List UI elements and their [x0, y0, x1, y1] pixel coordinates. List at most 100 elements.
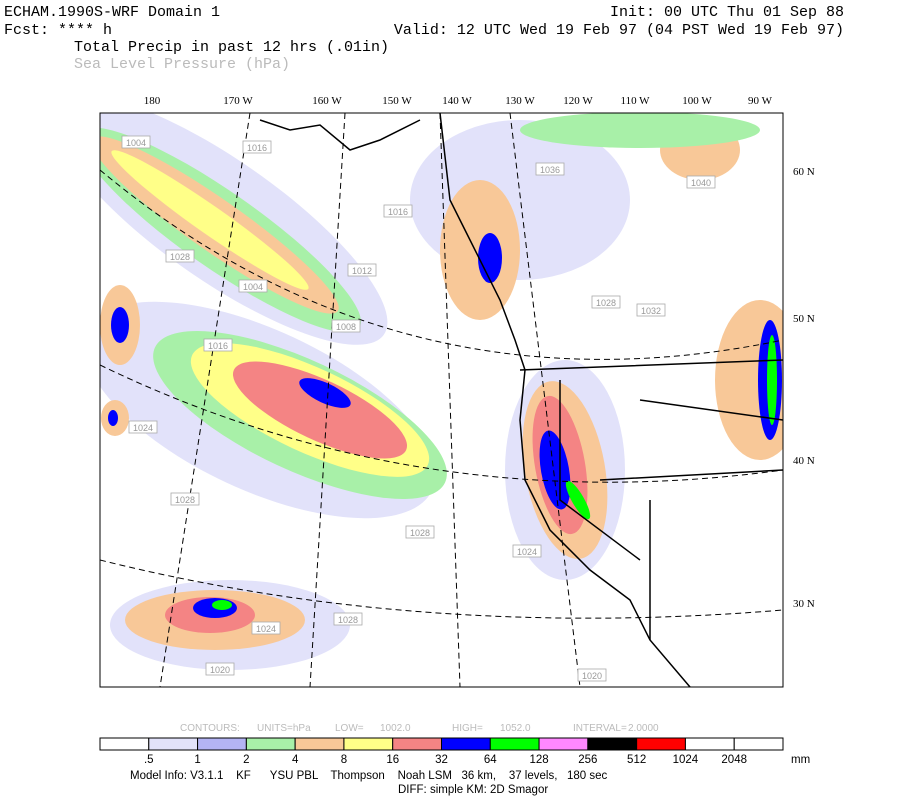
contour-labels: 1004 1016 1016 1012 1004 1008 1016 1028 1024 1028…: [121, 135, 716, 682]
colorbar-box: [636, 737, 686, 751]
precip-field: [100, 113, 783, 670]
contour-label: 1028: [338, 615, 358, 625]
colorbar-box: [294, 737, 345, 751]
contour-label-box: [331, 319, 361, 333]
colorbar-label: 16: [386, 754, 399, 766]
contour-label: 1012: [352, 266, 372, 276]
contour-label: 1024: [517, 547, 537, 557]
contour-label: 1028: [170, 252, 190, 262]
contour-label-box: [128, 420, 158, 434]
lat-label: 40 N: [793, 455, 815, 467]
contour-label-box: [203, 338, 233, 352]
contour-label: 1024: [133, 423, 153, 433]
colorbar-box: [392, 737, 443, 751]
contour-label: 1028: [410, 528, 430, 538]
colorbar-label: 1024: [673, 754, 699, 766]
contour-label: 1024: [256, 624, 276, 634]
contour-label-box: [205, 662, 235, 676]
lon-labels: 180 170 W 160 W 150 W 140 W 130 W 120 W 110 W 10…: [144, 95, 773, 107]
field-2: Sea Level Pressure (hPa): [74, 56, 290, 73]
contour-label: 1040: [691, 178, 711, 188]
contour-label-box: [242, 140, 272, 154]
contour-label: 1020: [582, 671, 602, 681]
contour-label-box: [347, 263, 377, 277]
contour-info: HIGH=: [452, 723, 483, 734]
contour-label: 1016: [208, 341, 228, 351]
lon-label: 90 W: [748, 95, 773, 107]
contour-label: 1016: [247, 143, 267, 153]
colorbar-box: [441, 737, 491, 751]
colorbar-label: 256: [578, 754, 597, 766]
colorbar-box: [684, 737, 735, 751]
contour-label-box: [383, 204, 413, 218]
lat-label: 60 N: [793, 166, 815, 178]
colorbar-label: 2: [243, 754, 249, 766]
contour-label-box: [238, 279, 268, 293]
contour-info: UNITS=hPa: [257, 723, 311, 734]
contour-label-box: [170, 492, 200, 506]
colorbar-box: [733, 737, 784, 751]
contour-label: 1028: [596, 298, 616, 308]
colorbar-label: .5: [144, 754, 154, 766]
lon-label: 140 W: [442, 95, 472, 107]
lon-label: 150 W: [382, 95, 412, 107]
colorbar-label: 128: [529, 754, 548, 766]
contour-label: 1028: [175, 495, 195, 505]
colorbar-box: [587, 737, 638, 751]
contour-label-box: [636, 303, 666, 317]
contour-info: 1002.0: [380, 723, 411, 734]
contour-label: 1008: [336, 322, 356, 332]
colorbar-box: [99, 737, 150, 751]
contour-label-box: [686, 175, 716, 189]
graticule: [100, 113, 783, 687]
lat-labels: 60 N 50 N 40 N 30 N: [793, 166, 815, 610]
contour-info: LOW=: [335, 723, 364, 734]
forecast-hour: Fcst: **** h: [4, 22, 112, 39]
valid-time: Valid: 12 UTC Wed 19 Feb 97 (04 PST Wed …: [394, 22, 844, 39]
title: ECHAM.1990S-WRF Domain 1: [4, 4, 220, 21]
colorbar-label: 2048: [721, 754, 747, 766]
lon-label: 160 W: [312, 95, 342, 107]
contour-info: INTERVAL=: [573, 723, 627, 734]
contour-label: 1036: [540, 165, 560, 175]
contour-label-box: [577, 668, 607, 682]
contour-label-box: [405, 525, 435, 539]
contour-info: CONTOURS:: [180, 723, 240, 734]
map-frame: [99, 112, 784, 688]
contour-label-box: [512, 544, 542, 558]
colorbar: CONTOURS: UNITS=hPa LOW= 1002.0 HIGH= 1052.0 I…: [99, 723, 810, 766]
lon-label: 100 W: [682, 95, 712, 107]
colorbar-box: [245, 737, 296, 751]
contour-label: 1004: [126, 138, 146, 148]
colorbar-box: [489, 737, 540, 751]
contour-label: 1004: [243, 282, 263, 292]
lon-label: 130 W: [505, 95, 535, 107]
contour-label-box: [165, 249, 195, 263]
colorbar-label: 64: [484, 754, 497, 766]
colorbar-label: 8: [341, 754, 347, 766]
footer-line-1: Model Info: V3.1.1 KF YSU PBL Thompson N…: [130, 770, 608, 782]
contour-label: 1016: [388, 207, 408, 217]
lat-label: 30 N: [793, 598, 815, 610]
lon-label: 180: [144, 95, 161, 107]
colorbar-label: 4: [292, 754, 299, 766]
colorbar-box: [538, 737, 589, 751]
contour-info: 2.0000: [628, 723, 659, 734]
contour-label: 1032: [641, 306, 661, 316]
contour-info: 1052.0: [500, 723, 531, 734]
colorbar-label: 512: [627, 754, 646, 766]
contour-label-box: [535, 162, 565, 176]
colorbar-label: 1: [194, 754, 200, 766]
init-time: Init: 00 UTC Thu 01 Sep 88: [610, 4, 844, 21]
lon-label: 110 W: [620, 95, 650, 107]
contour-label-box: [333, 612, 363, 626]
colorbar-box: [197, 737, 247, 751]
contour-label-box: [591, 295, 621, 309]
coastlines: [259, 113, 783, 687]
map: 1004 1016 1016 1012 1004 1008 1016 1028 1024 1028…: [100, 113, 783, 687]
lat-label: 50 N: [793, 313, 815, 325]
colorbar-label: 32: [435, 754, 448, 766]
colorbar-unit: mm: [791, 754, 810, 766]
contour-label: 1020: [210, 665, 230, 675]
